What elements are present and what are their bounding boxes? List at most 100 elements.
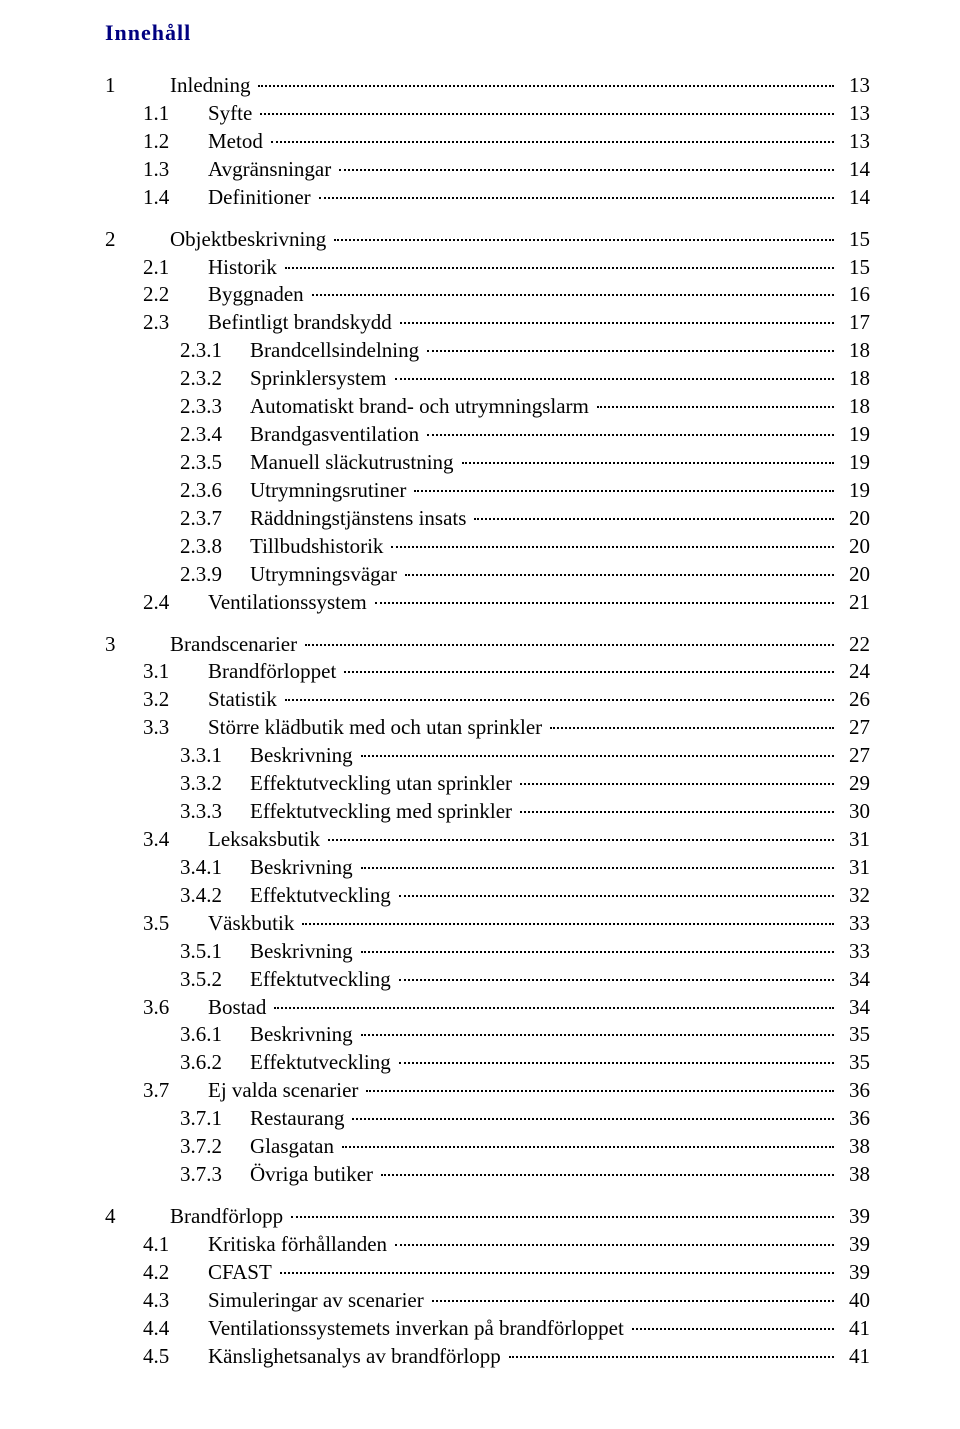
- toc-entry[interactable]: 1.1Syfte13: [105, 100, 870, 128]
- toc-entry[interactable]: 3.7.1Restaurang36: [105, 1105, 870, 1133]
- toc-entry-title: Beskrivning: [250, 742, 357, 770]
- toc-entry-number: 2.3.3: [180, 393, 250, 421]
- toc-entry[interactable]: 4.3Simuleringar av scenarier40: [105, 1287, 870, 1315]
- toc-entry[interactable]: 2.3.7Räddningstjänstens insats20: [105, 505, 870, 533]
- toc-entry[interactable]: 3.3.3Effektutveckling med sprinkler30: [105, 798, 870, 826]
- toc-entry[interactable]: 4Brandförlopp39: [105, 1203, 870, 1231]
- toc-leader: [285, 267, 834, 269]
- toc-entry-number: 4: [105, 1203, 170, 1231]
- toc-leader: [414, 490, 834, 492]
- toc-entry[interactable]: 1.3Avgränsningar14: [105, 156, 870, 184]
- toc-entry[interactable]: 2.3.3Automatiskt brand- och utrymningsla…: [105, 393, 870, 421]
- toc-entry-title: Automatiskt brand- och utrymningslarm: [250, 393, 593, 421]
- toc-leader: [381, 1174, 834, 1176]
- toc-entry-title: Metod: [208, 128, 267, 156]
- toc-entry[interactable]: 1.2Metod 13: [105, 128, 870, 156]
- toc-entry[interactable]: 3.6.2Effektutveckling35: [105, 1049, 870, 1077]
- toc-entry[interactable]: 4.1Kritiska förhållanden39: [105, 1231, 870, 1259]
- toc-leader: [391, 546, 834, 548]
- toc-entry[interactable]: 3.4.2Effektutveckling32: [105, 882, 870, 910]
- toc-entry[interactable]: 3.5.1Beskrivning33: [105, 938, 870, 966]
- toc-leader: [361, 1034, 834, 1036]
- toc-leader: [260, 113, 834, 115]
- toc-entry-number: 1.2: [143, 128, 208, 156]
- toc-entry[interactable]: 3.5.2Effektutveckling34: [105, 966, 870, 994]
- toc-entry[interactable]: 2.3.4Brandgasventilation19: [105, 421, 870, 449]
- toc-entry-page: 13: [838, 128, 870, 156]
- toc-entry-number: 3: [105, 631, 170, 659]
- toc-entry-number: 3.7: [143, 1077, 208, 1105]
- toc-entry-number: 3.5.2: [180, 966, 250, 994]
- toc-entry-page: 24: [838, 658, 870, 686]
- toc-leader: [427, 434, 834, 436]
- toc-entry-number: 3.5: [143, 910, 208, 938]
- toc-entry-number: 3.2: [143, 686, 208, 714]
- toc-entry[interactable]: 1.4Definitioner14: [105, 184, 870, 212]
- toc-entry-title: Sprinklersystem: [250, 365, 391, 393]
- toc-leader: [405, 574, 834, 576]
- toc-entry[interactable]: 2.3.2Sprinklersystem18: [105, 365, 870, 393]
- toc-entry[interactable]: 3.4.1Beskrivning31: [105, 854, 870, 882]
- toc-entry[interactable]: 2.3.9Utrymningsvägar20: [105, 561, 870, 589]
- toc-entry[interactable]: 2.4Ventilationssystem21: [105, 589, 870, 617]
- toc-entry[interactable]: 3.3Större klädbutik med och utan sprinkl…: [105, 714, 870, 742]
- toc-entry[interactable]: 3.3.2Effektutveckling utan sprinkler29: [105, 770, 870, 798]
- toc-entry[interactable]: 3.7.2Glasgatan38: [105, 1133, 870, 1161]
- toc-entry[interactable]: 3.1Brandförloppet24: [105, 658, 870, 686]
- toc-entry[interactable]: 3.3.1Beskrivning27: [105, 742, 870, 770]
- toc-entry-title: Beskrivning: [250, 1021, 357, 1049]
- toc-entry-title: Ej valda scenarier: [208, 1077, 362, 1105]
- toc-entry[interactable]: 3.6Bostad34: [105, 994, 870, 1022]
- toc-leader: [342, 1146, 834, 1148]
- toc-entry[interactable]: 3.6.1Beskrivning35: [105, 1021, 870, 1049]
- toc-entry-title: Större klädbutik med och utan sprinkler: [208, 714, 546, 742]
- toc-entry-title: Ventilationssystemets inverkan på brandf…: [208, 1315, 628, 1343]
- toc-entry[interactable]: 2.3.1Brandcellsindelning18: [105, 337, 870, 365]
- toc-entry[interactable]: 3.4Leksaksbutik31: [105, 826, 870, 854]
- toc-entry-number: 2.3.9: [180, 561, 250, 589]
- toc-entry-page: 27: [838, 714, 870, 742]
- toc-entry-title: Effektutveckling med sprinkler: [250, 798, 516, 826]
- toc-entry-title: Leksaksbutik: [208, 826, 324, 854]
- toc-leader: [520, 783, 834, 785]
- toc-entry[interactable]: 2.3Befintligt brandskydd17: [105, 309, 870, 337]
- toc-leader: [550, 727, 834, 729]
- toc-entry-title: Effektutveckling: [250, 966, 395, 994]
- toc-entry-number: 2.3.8: [180, 533, 250, 561]
- toc-entry-number: 2.3.1: [180, 337, 250, 365]
- toc-entry[interactable]: 2Objektbeskrivning15: [105, 226, 870, 254]
- toc-entry[interactable]: 3.7.3Övriga butiker38: [105, 1161, 870, 1189]
- toc-entry[interactable]: 4.2CFAST39: [105, 1259, 870, 1287]
- toc-entry[interactable]: 1Inledning13: [105, 72, 870, 100]
- toc-entry-number: 3.1: [143, 658, 208, 686]
- toc-entry-number: 1: [105, 72, 170, 100]
- toc-entry[interactable]: 4.5Känslighetsanalys av brandförlopp41: [105, 1343, 870, 1371]
- toc-entry[interactable]: 3.7Ej valda scenarier36: [105, 1077, 870, 1105]
- toc-leader: [271, 141, 834, 143]
- toc-entry-page: 27: [838, 742, 870, 770]
- toc-entry[interactable]: 3.2Statistik26: [105, 686, 870, 714]
- toc-entry[interactable]: 3.5Väskbutik33: [105, 910, 870, 938]
- page: Innehåll 1Inledning131.1Syfte131.2Metod1…: [0, 0, 960, 1410]
- toc-entry-page: 20: [838, 505, 870, 533]
- toc-entry-title: Objektbeskrivning: [170, 226, 330, 254]
- toc-entry[interactable]: 4.4Ventilationssystemets inverkan på bra…: [105, 1315, 870, 1343]
- toc-leader: [361, 867, 834, 869]
- toc-entry-title: Effektutveckling: [250, 882, 395, 910]
- toc-entry[interactable]: 2.3.8Tillbudshistorik20: [105, 533, 870, 561]
- toc-entry-number: 3.7.1: [180, 1105, 250, 1133]
- toc-entry-title: Manuell släckutrustning: [250, 449, 458, 477]
- toc-entry[interactable]: 2.3.6Utrymningsrutiner19: [105, 477, 870, 505]
- toc-entry-number: 3.7.3: [180, 1161, 250, 1189]
- toc-entry-number: 3.3.2: [180, 770, 250, 798]
- toc-entry[interactable]: 2.3.5Manuell släckutrustning19: [105, 449, 870, 477]
- toc-entry-number: 2.4: [143, 589, 208, 617]
- toc-entry-page: 21: [838, 589, 870, 617]
- toc-entry[interactable]: 2.1Historik15: [105, 254, 870, 282]
- toc-entry[interactable]: 2.2Byggnaden16: [105, 281, 870, 309]
- toc-entry-page: 32: [838, 882, 870, 910]
- toc-entry[interactable]: 3Brandscenarier22: [105, 631, 870, 659]
- toc-entry-title: Utrymningsrutiner: [250, 477, 410, 505]
- toc-leader: [339, 169, 834, 171]
- toc-leader: [399, 979, 834, 981]
